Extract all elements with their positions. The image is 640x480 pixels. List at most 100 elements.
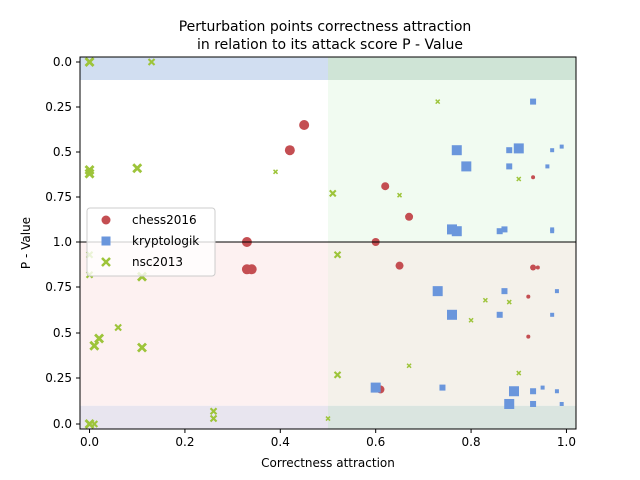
data-point-kryptologik [559, 401, 564, 406]
data-point-kryptologik [451, 226, 462, 237]
data-point-nsc2013 [90, 420, 99, 428]
shaded-regions [80, 57, 576, 429]
x-tick-label: 1.0 [557, 435, 576, 449]
data-point-nsc2013 [482, 297, 488, 303]
y-axis-label: P - Value [19, 217, 33, 269]
data-point-chess2016 [531, 175, 536, 180]
data-point-nsc2013 [94, 333, 105, 344]
data-point-nsc2013 [114, 323, 122, 332]
chart-title-line-2: in relation to its attack score P - Valu… [197, 37, 463, 53]
data-point-nsc2013 [84, 168, 95, 179]
data-point-nsc2013 [333, 250, 342, 259]
data-point-kryptologik [513, 143, 524, 154]
shaded-region [328, 80, 576, 242]
data-point-kryptologik [501, 226, 508, 233]
data-point-nsc2013 [333, 371, 342, 379]
y-tick-label: 0.25 [45, 371, 72, 385]
x-tick-label: 0.8 [462, 435, 481, 449]
data-point-chess2016 [530, 264, 537, 271]
x-axis-label: Correctness attraction [261, 456, 395, 470]
data-point-kryptologik [506, 163, 513, 170]
data-point-kryptologik [550, 148, 555, 153]
data-point-kryptologik [559, 144, 564, 149]
y-tick-label: 0.75 [45, 190, 72, 204]
y-tick-label: 0.25 [45, 100, 72, 114]
legend-label-kryptologik: kryptologik [132, 234, 199, 248]
legend-marker-kryptologik [101, 236, 111, 246]
data-point-chess2016 [284, 145, 295, 156]
plot-frame [79, 56, 577, 430]
data-point-chess2016 [395, 261, 404, 270]
legend-box [86, 207, 216, 277]
data-point-nsc2013 [147, 58, 156, 66]
data-point-nsc2013 [273, 169, 279, 175]
data-point-kryptologik [530, 400, 537, 407]
data-point-nsc2013 [132, 163, 143, 174]
data-point-nsc2013 [406, 363, 412, 369]
chart-title-line-1: Perturbation points correctness attracti… [179, 19, 472, 35]
x-tick-label: 0.4 [271, 435, 290, 449]
legend-label-nsc2013: nsc2013 [132, 255, 183, 269]
data-point-kryptologik [461, 161, 472, 172]
data-point-kryptologik [550, 229, 555, 234]
data-point-kryptologik [451, 145, 462, 156]
data-point-nsc2013 [516, 370, 522, 376]
data-point-kryptologik [370, 382, 381, 393]
data-point-nsc2013 [506, 299, 512, 305]
data-point-nsc2013 [435, 99, 441, 105]
data-point-nsc2013 [137, 342, 147, 353]
data-point-kryptologik [530, 98, 537, 105]
data-point-kryptologik [540, 385, 545, 390]
y-tick-label: 0.5 [53, 326, 72, 340]
data-point-chess2016 [246, 264, 257, 275]
data-point-kryptologik [554, 389, 559, 394]
data-point-chess2016 [405, 212, 414, 221]
x-tick-label: 0.0 [80, 435, 99, 449]
x-tick-label: 0.6 [366, 435, 385, 449]
data-point-nsc2013 [397, 192, 403, 198]
shaded-region [80, 405, 328, 429]
data-point-nsc2013 [325, 416, 331, 422]
shaded-region [328, 57, 576, 80]
y-tick-label: 0.5 [53, 145, 72, 159]
axes: 0.0 0.2 0.4 0.6 0.8 1.0 0.0 0.25 0.5 0.75 1.0 0.75 0… [45, 55, 577, 449]
data-point-chess2016 [299, 120, 310, 130]
data-point-chess2016 [535, 265, 540, 270]
legend-label-chess2016: chess2016 [132, 213, 197, 227]
data-point-kryptologik [530, 388, 537, 395]
x-tick-label: 0.2 [175, 435, 194, 449]
data-point-kryptologik [506, 147, 513, 154]
y-tick-label: 1.0 [53, 235, 72, 249]
legend: chess2016 kryptologik nsc2013 [86, 207, 216, 277]
data-point-kryptologik [496, 311, 503, 318]
data-point-chess2016 [381, 182, 390, 191]
shaded-region [328, 405, 576, 429]
data-point-kryptologik [501, 288, 508, 295]
data-point-nsc2013 [209, 407, 218, 416]
data-point-nsc2013 [329, 189, 337, 198]
data-point-nsc2013 [516, 176, 522, 182]
data-point-nsc2013 [84, 57, 95, 67]
data-point-kryptologik [496, 228, 503, 235]
shaded-region [80, 57, 328, 80]
data-point-chess2016 [526, 294, 531, 299]
data-point-nsc2013 [209, 414, 218, 423]
data-point-nsc2013 [468, 317, 474, 323]
data-point-kryptologik [509, 386, 519, 397]
y-tick-label: 0.75 [45, 280, 72, 294]
data-point-kryptologik [545, 164, 550, 169]
y-tick-label: 0.0 [53, 417, 72, 431]
data-point-kryptologik [432, 286, 443, 297]
data-point-kryptologik [439, 384, 446, 391]
data-point-kryptologik [504, 398, 515, 409]
data-point-chess2016 [526, 334, 531, 339]
data-point-kryptologik [550, 312, 555, 317]
legend-marker-nsc2013 [101, 257, 111, 267]
y-tick-label: 0.0 [53, 55, 72, 69]
data-point-kryptologik [554, 289, 559, 294]
legend-marker-chess2016 [101, 215, 111, 225]
data-point-nsc2013 [89, 340, 100, 351]
data-point-kryptologik [447, 309, 457, 320]
